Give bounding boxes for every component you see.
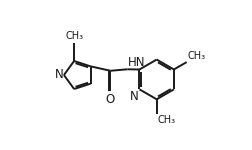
Text: N: N (54, 69, 63, 81)
Text: N: N (130, 90, 138, 103)
Text: CH₃: CH₃ (157, 116, 175, 126)
Text: HN: HN (128, 56, 145, 69)
Text: O: O (105, 93, 115, 106)
Text: CH₃: CH₃ (187, 51, 205, 61)
Text: CH₃: CH₃ (65, 31, 83, 41)
